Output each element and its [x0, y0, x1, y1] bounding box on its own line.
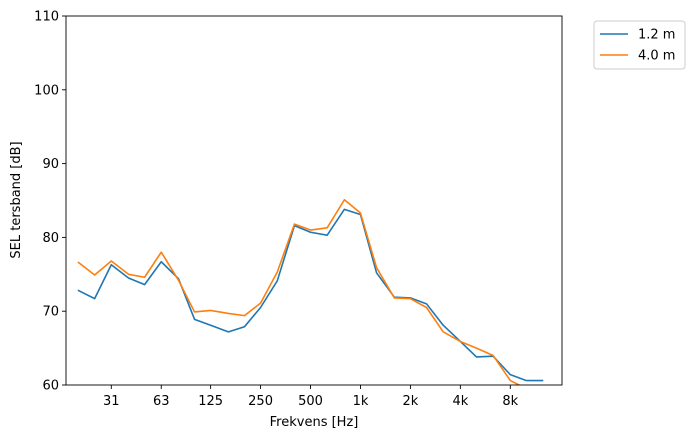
y-tick-label: 60: [42, 379, 59, 394]
x-axis: 31 63 125 250 500 1k 2k 4k 8k: [103, 385, 519, 409]
y-axis-label: SEL tersband [dB]: [9, 141, 24, 258]
series-line-2: [77, 198, 521, 385]
y-tick-label: 80: [42, 231, 59, 246]
series-layer: [77, 198, 544, 385]
plot-area: [66, 16, 562, 385]
x-tick-label: 500: [298, 394, 323, 409]
legend-box: [593, 20, 686, 70]
plot-frame: [65, 15, 563, 386]
legend-label-2: 4.0 m: [638, 49, 675, 64]
x-tick-label: 1k: [353, 394, 369, 409]
y-tick-label: 100: [34, 83, 59, 98]
y-axis: 60 70 80 90 100 110: [34, 10, 66, 394]
x-tick-label: 125: [198, 394, 223, 409]
y-tick-label: 110: [34, 10, 59, 25]
legend-label-1: 1.2 m: [638, 28, 675, 43]
x-tick-label: 250: [248, 394, 273, 409]
plot-background: [66, 16, 562, 385]
x-tick-label: 63: [153, 394, 170, 409]
y-tick-label: 70: [42, 305, 59, 320]
x-tick-label: 8k: [502, 394, 518, 409]
y-tick-label: 90: [42, 157, 59, 172]
series-line-1: [77, 208, 544, 382]
x-tick-label: 2k: [403, 394, 419, 409]
x-tick-label: 31: [103, 394, 120, 409]
x-tick-label: 4k: [452, 394, 468, 409]
x-axis-label: Frekvens [Hz]: [270, 415, 359, 430]
legend: 1.2 m 4.0 m: [593, 20, 686, 70]
